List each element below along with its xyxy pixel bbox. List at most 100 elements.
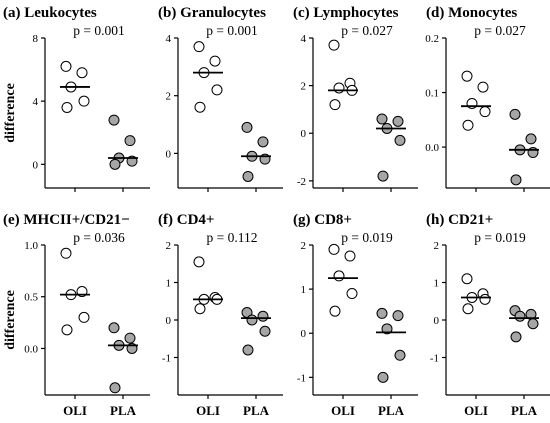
data-point-pla bbox=[509, 108, 521, 120]
data-point-pla bbox=[109, 382, 121, 394]
panel-title: (f) CD4+ bbox=[158, 212, 214, 228]
data-point-pla bbox=[241, 121, 253, 133]
data-point-oli bbox=[60, 60, 72, 72]
panel-a: (a) Leukocytes p = 0.001 0 4 8 difference bbox=[3, 5, 150, 192]
data-point-pla bbox=[392, 115, 404, 127]
data-point-oli bbox=[479, 106, 491, 118]
data-point-oli bbox=[60, 247, 72, 259]
y-tick-label: 0 bbox=[301, 128, 307, 140]
p-value-label: p = 0.019 bbox=[341, 230, 393, 245]
data-point-oli bbox=[344, 250, 356, 262]
data-point-pla bbox=[514, 310, 526, 322]
y-tick-label: 0.1 bbox=[425, 88, 439, 100]
data-point-pla bbox=[376, 307, 388, 319]
y-tick-label: 0 bbox=[434, 315, 440, 327]
p-value-label: p = 0.027 bbox=[474, 23, 526, 38]
y-axis-title: difference bbox=[3, 290, 18, 350]
panel-h: (h) CD21+ p = 0.019 -1 0 1 2 OLI PLA bbox=[426, 212, 550, 418]
data-point-oli bbox=[194, 303, 206, 315]
y-tick-label: 1 bbox=[166, 278, 172, 290]
data-point-pla bbox=[394, 349, 406, 361]
panel-c: (c) Lymphocytes p = 0.027 -2 0 2 4 bbox=[293, 5, 418, 192]
data-point-pla bbox=[109, 158, 121, 170]
data-point-oli bbox=[461, 70, 473, 82]
data-point-oli bbox=[477, 81, 489, 93]
panel-d: (d) Monocytes p = 0.027 0.0 0.1 0.2 bbox=[425, 5, 550, 192]
data-point-pla bbox=[108, 114, 120, 126]
y-tick-label: 0.0 bbox=[24, 343, 38, 355]
p-value-label: p = 0.019 bbox=[474, 230, 526, 245]
data-point-oli bbox=[194, 101, 206, 113]
y-tick-label: 0.5 bbox=[24, 292, 38, 304]
data-point-pla bbox=[108, 322, 120, 334]
y-tick-label: 0 bbox=[33, 159, 39, 171]
data-point-oli bbox=[333, 270, 345, 282]
data-point-oli bbox=[346, 288, 358, 300]
data-point-pla bbox=[376, 113, 388, 125]
panel-f: (f) CD4+ p = 0.112 -1 0 1 2 OLI PLA bbox=[158, 212, 283, 418]
panel-g: (g) CD8+ p = 0.019 -1 0 1 2 OLI PLA bbox=[293, 212, 418, 418]
y-tick-label: 2 bbox=[166, 240, 172, 252]
p-value-label: p = 0.027 bbox=[341, 23, 393, 38]
y-tick-label: -1 bbox=[430, 353, 439, 365]
p-value-label: p = 0.001 bbox=[206, 23, 258, 38]
y-tick-label: -1 bbox=[162, 353, 171, 365]
y-tick-label: 0.2 bbox=[425, 33, 439, 45]
panel-e: (e) MHCII+/CD21− p = 0.036 0.0 0.5 1.0 OLI PLA… bbox=[3, 212, 150, 418]
data-point-oli bbox=[333, 82, 345, 94]
y-tick-label: 2 bbox=[166, 91, 172, 103]
data-point-oli bbox=[193, 256, 205, 268]
data-point-oli bbox=[462, 303, 474, 315]
x-category-label: PLA bbox=[110, 403, 137, 418]
y-tick-label: 4 bbox=[33, 96, 39, 108]
data-point-pla bbox=[242, 170, 254, 182]
y-tick-label: 0 bbox=[301, 328, 307, 340]
data-point-pla bbox=[527, 318, 539, 330]
data-point-pla bbox=[246, 314, 258, 326]
data-point-pla bbox=[259, 325, 271, 337]
y-tick-label: 0 bbox=[166, 315, 172, 327]
panel-title: (h) CD21+ bbox=[426, 212, 493, 228]
x-category-label: OLI bbox=[464, 403, 488, 418]
data-point-oli bbox=[211, 84, 223, 96]
data-point-pla bbox=[392, 310, 404, 322]
data-point-pla bbox=[257, 136, 269, 148]
y-tick-label: 2 bbox=[434, 240, 440, 252]
y-tick-label: -1 bbox=[297, 372, 306, 384]
data-point-oli bbox=[328, 39, 340, 51]
y-tick-label: 1.0 bbox=[24, 240, 38, 252]
x-category-label: OLI bbox=[196, 403, 220, 418]
panel-title: (a) Leukocytes bbox=[3, 5, 97, 21]
panel-title: (b) Granulocytes bbox=[158, 5, 266, 21]
p-value-label: p = 0.001 bbox=[73, 23, 125, 38]
data-point-oli bbox=[461, 273, 473, 285]
data-point-pla bbox=[510, 174, 522, 186]
y-tick-label: 2 bbox=[301, 240, 307, 252]
data-point-oli bbox=[329, 305, 341, 317]
data-point-oli bbox=[61, 324, 73, 336]
y-tick-label: 2 bbox=[301, 81, 307, 93]
data-point-pla bbox=[525, 133, 537, 145]
data-point-oli bbox=[193, 41, 205, 53]
panel-title: (e) MHCII+/CD21− bbox=[3, 212, 130, 228]
y-tick-label: 1 bbox=[301, 284, 307, 296]
p-value-label: p = 0.036 bbox=[73, 230, 125, 245]
y-tick-label: -2 bbox=[297, 176, 306, 188]
data-point-oli bbox=[209, 55, 221, 67]
data-point-oli bbox=[61, 101, 73, 113]
y-tick-label: 0 bbox=[166, 148, 172, 160]
data-point-pla bbox=[510, 331, 522, 343]
x-category-label: OLI bbox=[63, 403, 87, 418]
data-point-pla bbox=[242, 344, 254, 356]
x-category-label: PLA bbox=[243, 403, 270, 418]
data-point-pla bbox=[124, 332, 136, 344]
y-tick-label: 4 bbox=[301, 33, 307, 45]
data-point-oli bbox=[76, 67, 88, 79]
data-point-oli bbox=[328, 243, 340, 255]
data-point-pla bbox=[257, 310, 269, 322]
panel-title: (c) Lymphocytes bbox=[293, 5, 399, 21]
y-tick-label: 0.0 bbox=[425, 142, 439, 154]
p-value-label: p = 0.112 bbox=[207, 230, 258, 245]
data-point-oli bbox=[78, 95, 90, 107]
